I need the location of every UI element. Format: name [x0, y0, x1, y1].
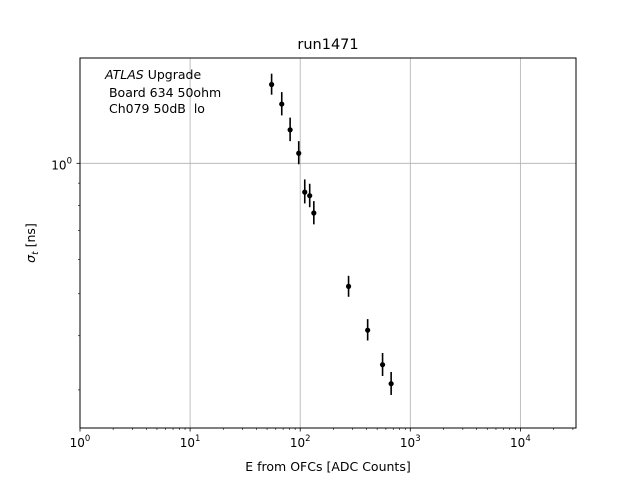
- point-marker: [388, 381, 394, 387]
- annotation-line-1: ATLAS Upgrade: [104, 67, 201, 82]
- data-point: [365, 319, 371, 341]
- data-point: [311, 201, 317, 225]
- plot-frame: [79, 57, 577, 429]
- data-point: [379, 352, 386, 376]
- annotation-line-2: Board 634 50ohm: [105, 85, 221, 100]
- x-tick-label: 104: [510, 434, 531, 450]
- point-marker: [287, 127, 293, 133]
- point-marker: [296, 150, 302, 156]
- x-tick-label: 103: [400, 434, 421, 450]
- point-marker: [279, 101, 285, 107]
- data-point: [307, 183, 313, 208]
- data-series: [269, 73, 394, 395]
- point-marker: [269, 81, 275, 88]
- point-marker: [379, 362, 386, 368]
- data-point: [345, 275, 352, 297]
- point-marker: [365, 327, 371, 333]
- x-tick-label: 100: [70, 434, 91, 450]
- annotation-line-3: Ch079 50dB lo: [105, 101, 205, 116]
- y-axis-label: σt [ns]: [23, 223, 41, 263]
- point-marker: [302, 189, 308, 195]
- data-point: [296, 141, 302, 165]
- x-axis-label: E from OFCs [ADC Counts]: [245, 459, 410, 474]
- y-tick-label: 100: [51, 156, 72, 172]
- x-tick-label: 102: [290, 434, 311, 450]
- point-marker: [307, 193, 313, 199]
- y-axis: 100: [51, 156, 80, 391]
- point-marker: [345, 283, 352, 289]
- x-tick-label: 101: [180, 434, 201, 450]
- data-point: [269, 73, 275, 95]
- data-point: [287, 117, 293, 142]
- data-point: [302, 179, 308, 204]
- chart-title: run1471: [297, 37, 358, 53]
- point-marker: [311, 210, 317, 216]
- data-point: [388, 371, 394, 395]
- x-axis: 100 101 102 103 104: [70, 428, 574, 450]
- data-point: [279, 92, 285, 116]
